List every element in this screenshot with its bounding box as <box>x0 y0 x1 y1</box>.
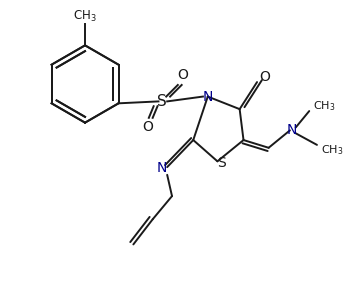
Text: S: S <box>217 156 226 170</box>
Text: O: O <box>142 121 153 134</box>
Text: N: N <box>203 89 213 104</box>
Text: N: N <box>156 161 167 175</box>
Text: N: N <box>287 123 297 137</box>
Text: CH$_3$: CH$_3$ <box>313 99 336 113</box>
Text: O: O <box>177 68 188 82</box>
Text: CH$_3$: CH$_3$ <box>321 143 343 156</box>
Text: CH$_3$: CH$_3$ <box>73 9 97 24</box>
Text: O: O <box>259 70 270 84</box>
Text: S: S <box>157 94 167 109</box>
